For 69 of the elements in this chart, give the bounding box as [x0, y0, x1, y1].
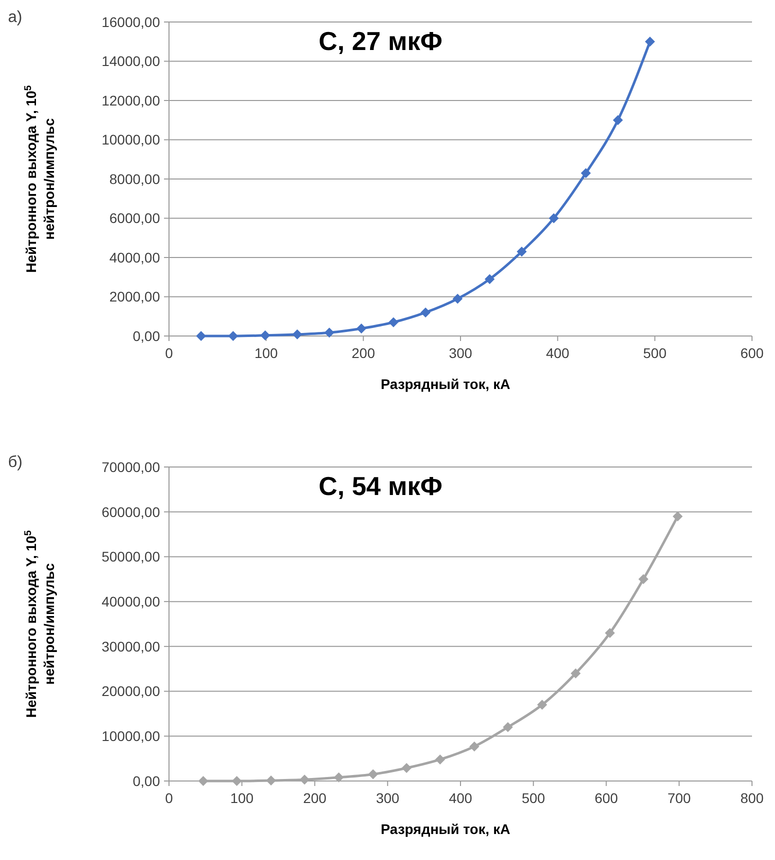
point: [402, 762, 412, 773]
x-tick-label: 300: [448, 345, 472, 361]
point: [469, 741, 480, 752]
point: [266, 776, 276, 786]
x-tick-label: 600: [740, 345, 764, 361]
x-tick-label: 100: [230, 790, 254, 806]
y-tick-label: 70000,00: [102, 458, 160, 475]
point: [452, 294, 463, 304]
point: [324, 328, 334, 338]
y-tick-label: 4000,00: [109, 249, 160, 266]
point: [638, 574, 648, 584]
x-tick-label: 800: [740, 790, 764, 806]
x-axis-title: Разрядный ток, кА: [380, 821, 510, 837]
y-tick-label: 50000,00: [102, 548, 160, 565]
y-tick-label: 16000,00: [102, 14, 160, 30]
point: [502, 722, 513, 732]
y-tick-label: 30000,00: [102, 638, 160, 654]
point: [484, 274, 495, 284]
y-tick-label: 0,00: [132, 328, 160, 344]
x-tick-label: 600: [594, 790, 618, 806]
x-tick-label: 400: [448, 790, 472, 806]
point: [644, 36, 655, 47]
y-tick-label: 60000,00: [102, 504, 160, 520]
x-tick-label: 0: [165, 790, 174, 806]
point: [604, 628, 615, 638]
y-tick-label: 2000,00: [109, 288, 160, 305]
point: [198, 776, 208, 786]
text: б): [8, 454, 22, 471]
point: [292, 329, 302, 340]
x-tick-label: 400: [546, 345, 570, 361]
y-tick-label: 10000,00: [102, 728, 160, 744]
x-axis-title: Разрядный ток, кА: [380, 376, 510, 392]
point: [435, 754, 446, 764]
point: [672, 511, 683, 522]
y-tick-label: 6000,00: [109, 210, 160, 226]
x-tick-label: 500: [522, 790, 546, 806]
chart-title: C, 54 мкФ: [318, 471, 442, 501]
point: [260, 330, 270, 340]
point: [548, 213, 559, 224]
point: [580, 168, 591, 178]
x-tick-label: 0: [165, 345, 174, 361]
y-tick-label: 40000,00: [102, 593, 160, 610]
point: [196, 331, 206, 341]
x-tick-label: 100: [254, 345, 278, 361]
x-tick-label: 300: [376, 790, 400, 806]
x-tick-label: 200: [303, 790, 327, 806]
y-tick-label: 0,00: [132, 772, 160, 789]
point: [612, 115, 623, 126]
x-tick-label: 200: [352, 345, 376, 361]
y-tick-label: 8000,00: [109, 170, 160, 187]
x-tick-label: 700: [667, 790, 692, 806]
point: [537, 700, 548, 710]
point: [420, 307, 431, 318]
y-tick-label: 20000,00: [102, 683, 160, 700]
y-tick-label: 14000,00: [102, 53, 160, 70]
point: [570, 668, 581, 678]
point: [368, 769, 378, 780]
point: [388, 317, 398, 328]
point: [232, 776, 242, 786]
chart-title: C, 27 мкФ: [318, 26, 442, 56]
x-tick-label: 500: [643, 345, 667, 361]
y-tick-label: 12000,00: [102, 92, 160, 108]
y-tick-label: 10000,00: [102, 132, 160, 148]
point: [300, 774, 310, 785]
point: [356, 324, 366, 334]
point: [228, 331, 238, 341]
text: а): [8, 9, 22, 26]
point: [516, 246, 527, 257]
point: [334, 772, 344, 782]
